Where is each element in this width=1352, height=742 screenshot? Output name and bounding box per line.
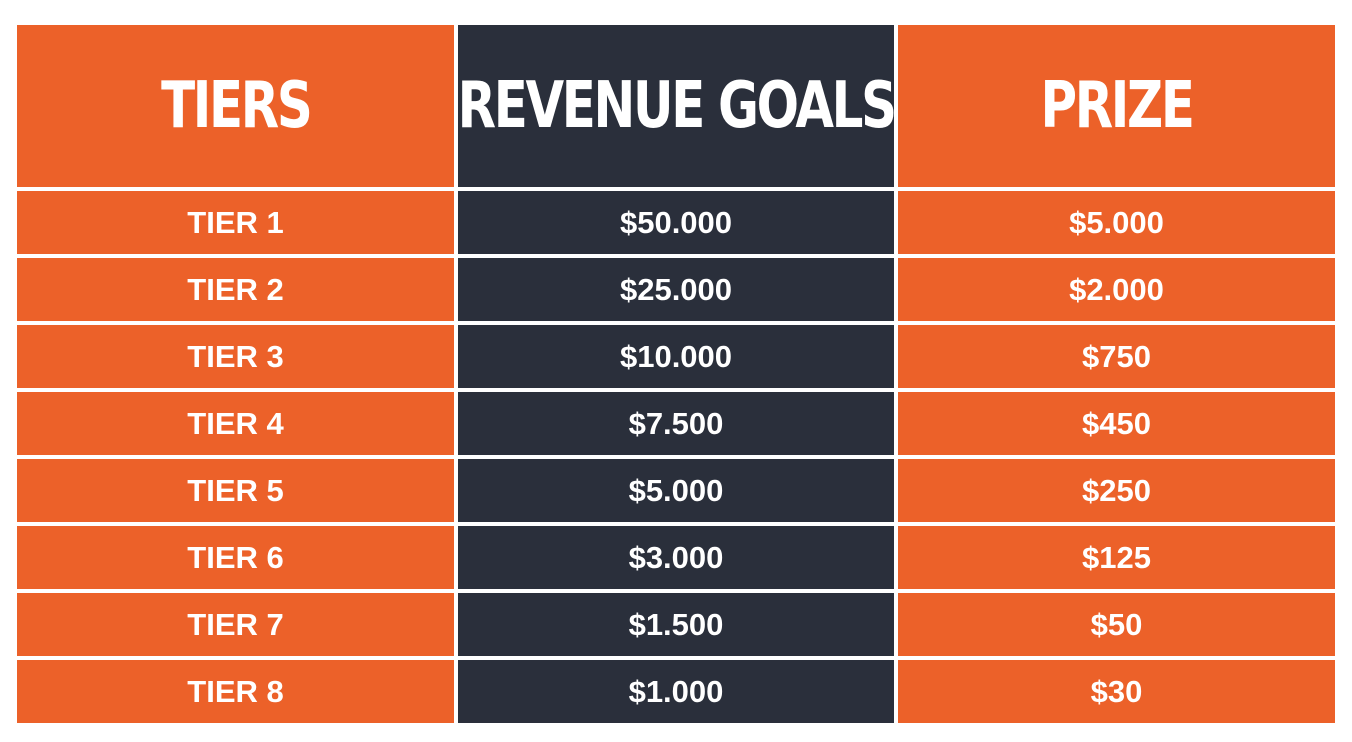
revenue-cell: $5.000 xyxy=(458,459,894,522)
tier-cell: TIER 1 xyxy=(17,191,454,254)
header-prize: PRIZE xyxy=(898,25,1335,187)
tier-cell: TIER 2 xyxy=(17,258,454,321)
header-prize-label: PRIZE xyxy=(1040,69,1195,143)
tier-cell: TIER 4 xyxy=(17,392,454,455)
header-tiers: TIERS xyxy=(17,25,454,187)
prize-cell: $30 xyxy=(898,660,1335,723)
revenue-cell: $25.000 xyxy=(458,258,894,321)
header-revenue-goals: REVENUE GOALS xyxy=(458,25,894,187)
prize-cell: $450 xyxy=(898,392,1335,455)
prize-cell: $750 xyxy=(898,325,1335,388)
revenue-cell: $50.000 xyxy=(458,191,894,254)
tier-cell: TIER 3 xyxy=(17,325,454,388)
revenue-cell: $7.500 xyxy=(458,392,894,455)
prize-cell: $50 xyxy=(898,593,1335,656)
tier-table: TIERS REVENUE GOALS PRIZE TIER 1 $50.000… xyxy=(17,25,1335,723)
prize-cell: $2.000 xyxy=(898,258,1335,321)
tier-cell: TIER 5 xyxy=(17,459,454,522)
prize-cell: $5.000 xyxy=(898,191,1335,254)
prize-cell: $125 xyxy=(898,526,1335,589)
tier-cell: TIER 7 xyxy=(17,593,454,656)
revenue-cell: $1.000 xyxy=(458,660,894,723)
revenue-cell: $3.000 xyxy=(458,526,894,589)
header-revenue-goals-label: REVENUE GOALS xyxy=(458,69,894,143)
revenue-cell: $1.500 xyxy=(458,593,894,656)
tier-cell: TIER 6 xyxy=(17,526,454,589)
prize-cell: $250 xyxy=(898,459,1335,522)
tier-cell: TIER 8 xyxy=(17,660,454,723)
header-tiers-label: TIERS xyxy=(160,69,313,143)
revenue-cell: $10.000 xyxy=(458,325,894,388)
